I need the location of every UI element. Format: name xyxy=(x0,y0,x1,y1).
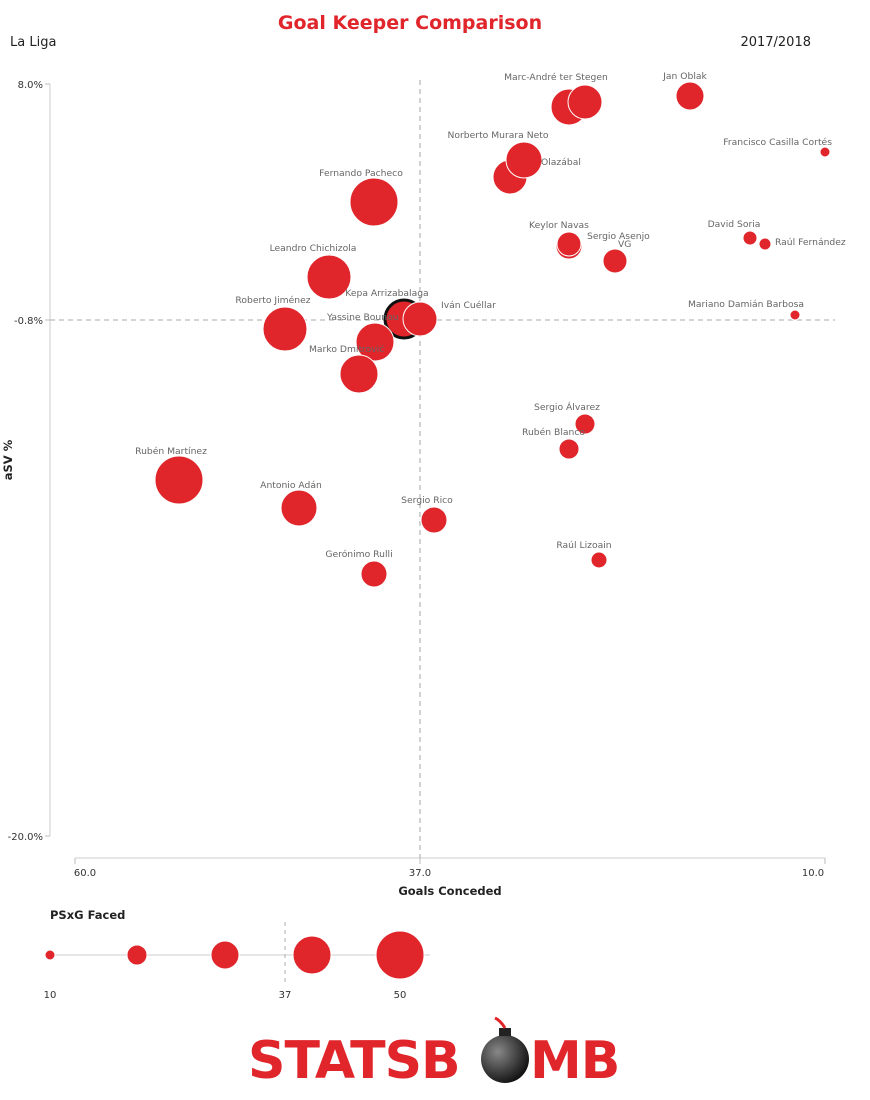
point-label: Marko Dmitrović xyxy=(309,344,384,355)
size-legend-tick: 50 xyxy=(394,990,407,1001)
point-label: David Soria xyxy=(708,219,761,230)
bubble-point[interactable] xyxy=(789,309,801,321)
statsbomb-logo: STATSB MB xyxy=(248,1016,620,1091)
bubble-point[interactable] xyxy=(558,438,580,460)
bubble-point[interactable] xyxy=(590,551,608,569)
bubble-point[interactable] xyxy=(262,306,308,352)
x-ticks: 60.0 37.0 10.0 xyxy=(74,858,826,879)
point-label: Norberto Murara Neto xyxy=(448,130,549,141)
size-legend-bubble xyxy=(292,935,332,975)
season-label: 2017/2018 xyxy=(740,35,811,50)
league-label: La Liga xyxy=(10,35,56,50)
bubble-point[interactable] xyxy=(154,455,204,505)
size-legend-bubble xyxy=(126,944,148,966)
size-legend-tick: 10 xyxy=(44,990,57,1001)
point-label: Francisco Casilla Cortés xyxy=(723,137,832,148)
bubble-point[interactable] xyxy=(758,237,772,251)
point-labels: Marc-André ter Stegen Jan Oblak Francisc… xyxy=(135,71,846,560)
y-tick-label: -20.0% xyxy=(8,832,43,843)
point-label: Marc-André ter Stegen xyxy=(504,72,608,83)
bubble-point[interactable] xyxy=(355,322,395,362)
size-legend-bubble xyxy=(210,940,240,970)
bubble-point[interactable] xyxy=(420,506,448,534)
bubble-point[interactable] xyxy=(349,177,399,227)
point-label: Raúl Lizoain xyxy=(556,540,611,551)
bubble-point[interactable] xyxy=(567,84,603,120)
size-legend-bubble xyxy=(375,930,425,980)
y-axis-title: aSV % xyxy=(1,439,15,480)
point-label: Rubén Blanco xyxy=(522,427,585,438)
bubble-point[interactable] xyxy=(556,231,582,257)
y-tick-label: 8.0% xyxy=(18,80,43,91)
point-label: Antonio Adán xyxy=(260,480,322,491)
size-legend: PSxG Faced 10 37 50 xyxy=(44,908,430,1001)
size-legend-bubble xyxy=(44,949,56,961)
bubble-point[interactable] xyxy=(306,254,352,300)
point-label: VG xyxy=(618,239,631,250)
x-tick-label: 60.0 xyxy=(74,868,96,879)
bubble-point[interactable] xyxy=(742,230,758,246)
bubble-point[interactable] xyxy=(505,141,543,179)
y-tick-label: -0.8% xyxy=(14,316,43,327)
point-label: Roberto Jiménez xyxy=(235,295,310,306)
point-label: Keylor Navas xyxy=(529,220,589,231)
bubble-layer xyxy=(154,81,831,588)
bubble-point[interactable] xyxy=(602,248,628,274)
x-tick-label: 37.0 xyxy=(409,868,431,879)
point-label: Leandro Chichizola xyxy=(270,243,357,254)
point-label: Iván Cuéllar xyxy=(441,300,496,311)
bubble-point[interactable] xyxy=(402,301,438,337)
point-label: Mariano Damián Barbosa xyxy=(688,299,804,310)
logo-text-right: MB xyxy=(530,1031,619,1091)
x-axis-title: Goals Conceded xyxy=(398,884,501,898)
point-label: Raúl Fernández xyxy=(775,237,846,248)
logo-text-left: STATSB xyxy=(248,1031,460,1091)
point-label: Sergio Rico xyxy=(401,495,453,506)
bubble-point[interactable] xyxy=(360,560,388,588)
bomb-cap-icon xyxy=(499,1028,511,1036)
bomb-fuse-icon xyxy=(494,1016,507,1029)
bubble-point[interactable] xyxy=(280,489,318,527)
bubble-point[interactable] xyxy=(339,354,379,394)
point-label: Gerónimo Rulli xyxy=(325,549,392,560)
point-label: Fernando Pacheco xyxy=(319,168,403,179)
point-label: Rubén Martínez xyxy=(135,446,207,457)
y-ticks: 8.0% -0.8% -20.0% xyxy=(8,80,50,843)
point-label: Sergio Álvarez xyxy=(534,401,600,413)
size-legend-tick: 37 xyxy=(279,990,292,1001)
x-tick-label: 10.0 xyxy=(802,868,824,879)
size-legend-title: PSxG Faced xyxy=(50,908,125,922)
bomb-icon xyxy=(481,1035,529,1083)
point-label: Kepa Arrizabalaga xyxy=(345,288,428,299)
point-label: Jan Oblak xyxy=(662,71,707,82)
point-label: Olazábal xyxy=(541,157,581,168)
bubble-point[interactable] xyxy=(675,81,705,111)
point-label: Sergio Asenjo xyxy=(587,231,650,242)
point-label: Yassine Bounou xyxy=(326,312,399,323)
bubble-point[interactable] xyxy=(819,146,831,158)
bubble-point[interactable] xyxy=(574,413,596,435)
chart-title: Goal Keeper Comparison xyxy=(278,12,542,34)
